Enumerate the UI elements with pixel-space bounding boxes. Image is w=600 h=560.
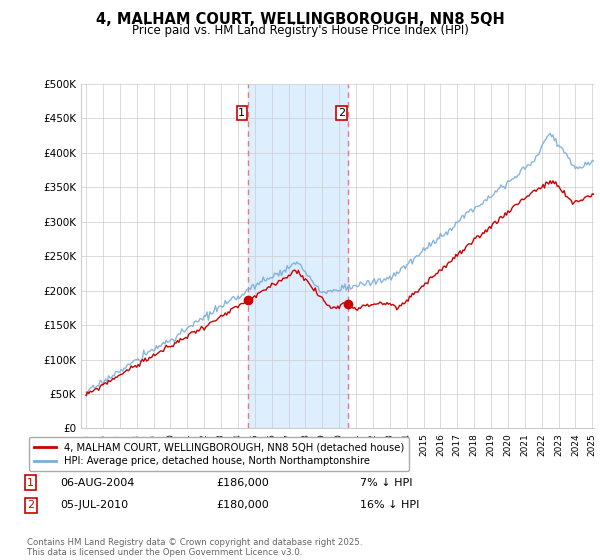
Text: 06-AUG-2004: 06-AUG-2004 (60, 478, 134, 488)
Text: £186,000: £186,000 (216, 478, 269, 488)
Text: 2: 2 (338, 108, 345, 118)
Text: Price paid vs. HM Land Registry's House Price Index (HPI): Price paid vs. HM Land Registry's House … (131, 24, 469, 36)
Text: Contains HM Land Registry data © Crown copyright and database right 2025.
This d: Contains HM Land Registry data © Crown c… (27, 538, 362, 557)
Text: 05-JUL-2010: 05-JUL-2010 (60, 500, 128, 510)
Text: 1: 1 (27, 478, 34, 488)
Text: 7% ↓ HPI: 7% ↓ HPI (360, 478, 413, 488)
Text: 4, MALHAM COURT, WELLINGBOROUGH, NN8 5QH: 4, MALHAM COURT, WELLINGBOROUGH, NN8 5QH (95, 12, 505, 27)
Text: 16% ↓ HPI: 16% ↓ HPI (360, 500, 419, 510)
Text: 2: 2 (27, 500, 34, 510)
Text: 1: 1 (238, 108, 245, 118)
Text: £180,000: £180,000 (216, 500, 269, 510)
Bar (248, 84, 347, 428)
Legend: 4, MALHAM COURT, WELLINGBOROUGH, NN8 5QH (detached house), HPI: Average price, d: 4, MALHAM COURT, WELLINGBOROUGH, NN8 5QH… (29, 437, 409, 471)
